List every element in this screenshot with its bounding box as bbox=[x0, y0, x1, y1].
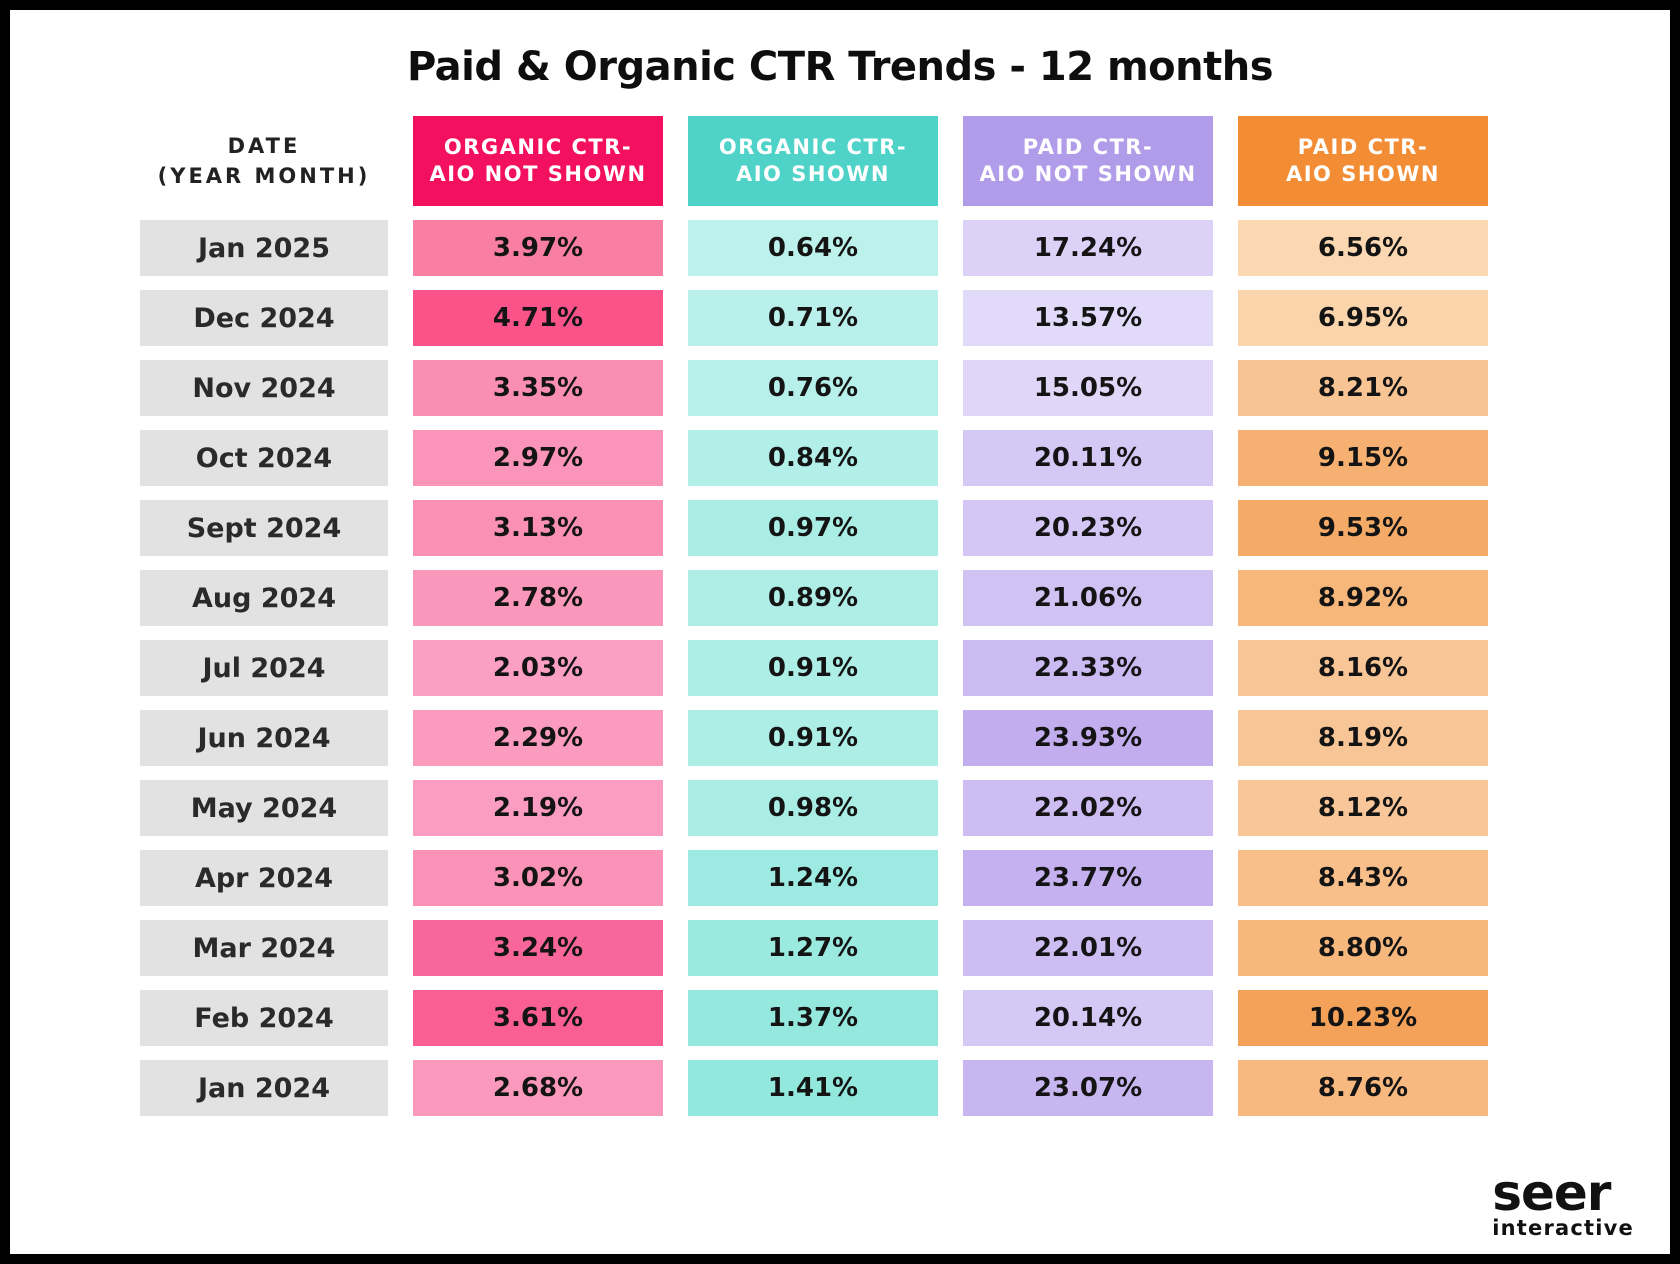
page-title: Paid & Organic CTR Trends - 12 months bbox=[406, 44, 1274, 90]
value-cell-r9-c2: 0.98% bbox=[688, 780, 938, 836]
value-cell-r8-c2: 0.91% bbox=[688, 710, 938, 766]
value-cell-r9-c1: 2.19% bbox=[413, 780, 663, 836]
header-line: AIO SHOWN bbox=[1285, 162, 1441, 186]
series-column-header-4: PAID CTR- AIO SHOWN bbox=[1238, 116, 1488, 206]
value-cell-r12-c2: 1.37% bbox=[688, 990, 938, 1046]
value-cell-r13-c2: 1.41% bbox=[688, 1060, 938, 1116]
value-cell-r2-c2: 0.71% bbox=[688, 290, 938, 346]
header-line: AIO SHOWN bbox=[735, 162, 891, 186]
value-cell-r8-c1: 2.29% bbox=[413, 710, 663, 766]
value-cell-r6-c4: 8.92% bbox=[1238, 570, 1488, 626]
value-cell-r4-c4: 9.15% bbox=[1238, 430, 1488, 486]
ctr-table: DATE (YEAR MONTH) ORGANIC CTR- AIO NOT SHOW… bbox=[140, 116, 1488, 1116]
value-cell-r1-c4: 6.56% bbox=[1238, 220, 1488, 276]
value-cell-r8-c4: 8.19% bbox=[1238, 710, 1488, 766]
value-cell-r5-c1: 3.13% bbox=[413, 500, 663, 556]
value-cell-r6-c3: 21.06% bbox=[963, 570, 1213, 626]
value-cell-r5-c3: 20.23% bbox=[963, 500, 1213, 556]
row-date-label: Aug 2024 bbox=[140, 570, 388, 626]
value-cell-r6-c2: 0.89% bbox=[688, 570, 938, 626]
value-cell-r4-c3: 20.11% bbox=[963, 430, 1213, 486]
row-date-label: Feb 2024 bbox=[140, 990, 388, 1046]
value-cell-r13-c3: 23.07% bbox=[963, 1060, 1213, 1116]
series-column-header-1: ORGANIC CTR- AIO NOT SHOWN bbox=[413, 116, 663, 206]
value-cell-r9-c3: 22.02% bbox=[963, 780, 1213, 836]
header-line: AIO NOT SHOWN bbox=[979, 162, 1197, 186]
series-column-header-3: PAID CTR- AIO NOT SHOWN bbox=[963, 116, 1213, 206]
row-date-label: Jan 2024 bbox=[140, 1060, 388, 1116]
header-line: PAID CTR- bbox=[1022, 134, 1154, 159]
row-date-label: Mar 2024 bbox=[140, 920, 388, 976]
value-cell-r1-c2: 0.64% bbox=[688, 220, 938, 276]
value-cell-r13-c1: 2.68% bbox=[413, 1060, 663, 1116]
value-cell-r12-c1: 3.61% bbox=[413, 990, 663, 1046]
value-cell-r8-c3: 23.93% bbox=[963, 710, 1213, 766]
value-cell-r1-c3: 17.24% bbox=[963, 220, 1213, 276]
header-line: ORGANIC CTR- bbox=[718, 134, 908, 159]
row-date-label: Jan 2025 bbox=[140, 220, 388, 276]
value-cell-r2-c3: 13.57% bbox=[963, 290, 1213, 346]
value-cell-r7-c2: 0.91% bbox=[688, 640, 938, 696]
row-date-label: Nov 2024 bbox=[140, 360, 388, 416]
value-cell-r10-c1: 3.02% bbox=[413, 850, 663, 906]
value-cell-r5-c2: 0.97% bbox=[688, 500, 938, 556]
row-date-label: Apr 2024 bbox=[140, 850, 388, 906]
header-line: AIO NOT SHOWN bbox=[429, 162, 647, 186]
value-cell-r2-c4: 6.95% bbox=[1238, 290, 1488, 346]
value-cell-r4-c2: 0.84% bbox=[688, 430, 938, 486]
value-cell-r1-c1: 3.97% bbox=[413, 220, 663, 276]
value-cell-r7-c1: 2.03% bbox=[413, 640, 663, 696]
value-cell-r3-c3: 15.05% bbox=[963, 360, 1213, 416]
value-cell-r11-c1: 3.24% bbox=[413, 920, 663, 976]
value-cell-r12-c4: 10.23% bbox=[1238, 990, 1488, 1046]
row-date-label: Dec 2024 bbox=[140, 290, 388, 346]
value-cell-r10-c4: 8.43% bbox=[1238, 850, 1488, 906]
row-date-label: Jun 2024 bbox=[140, 710, 388, 766]
value-cell-r5-c4: 9.53% bbox=[1238, 500, 1488, 556]
row-date-label: Jul 2024 bbox=[140, 640, 388, 696]
header-line: PAID CTR- bbox=[1297, 134, 1429, 159]
seer-logo-sub: interactive bbox=[1492, 1216, 1634, 1240]
value-cell-r13-c4: 8.76% bbox=[1238, 1060, 1488, 1116]
header-line: ORGANIC CTR- bbox=[443, 134, 633, 159]
value-cell-r3-c1: 3.35% bbox=[413, 360, 663, 416]
date-column-header: DATE (YEAR MONTH) bbox=[140, 116, 388, 206]
value-cell-r4-c1: 2.97% bbox=[413, 430, 663, 486]
value-cell-r11-c4: 8.80% bbox=[1238, 920, 1488, 976]
value-cell-r11-c3: 22.01% bbox=[963, 920, 1213, 976]
value-cell-r3-c4: 8.21% bbox=[1238, 360, 1488, 416]
value-cell-r7-c3: 22.33% bbox=[963, 640, 1213, 696]
seer-logo: seer interactive bbox=[1492, 1163, 1634, 1240]
series-column-header-2: ORGANIC CTR- AIO SHOWN bbox=[688, 116, 938, 206]
row-date-label: May 2024 bbox=[140, 780, 388, 836]
value-cell-r11-c2: 1.27% bbox=[688, 920, 938, 976]
value-cell-r9-c4: 8.12% bbox=[1238, 780, 1488, 836]
value-cell-r7-c4: 8.16% bbox=[1238, 640, 1488, 696]
header-line: (YEAR MONTH) bbox=[157, 164, 371, 188]
row-date-label: Oct 2024 bbox=[140, 430, 388, 486]
value-cell-r6-c1: 2.78% bbox=[413, 570, 663, 626]
value-cell-r3-c2: 0.76% bbox=[688, 360, 938, 416]
header-line: DATE bbox=[227, 133, 301, 158]
value-cell-r10-c3: 23.77% bbox=[963, 850, 1213, 906]
value-cell-r10-c2: 1.24% bbox=[688, 850, 938, 906]
row-date-label: Sept 2024 bbox=[140, 500, 388, 556]
value-cell-r2-c1: 4.71% bbox=[413, 290, 663, 346]
value-cell-r12-c3: 20.14% bbox=[963, 990, 1213, 1046]
seer-logo-brand: seer bbox=[1492, 1163, 1611, 1222]
